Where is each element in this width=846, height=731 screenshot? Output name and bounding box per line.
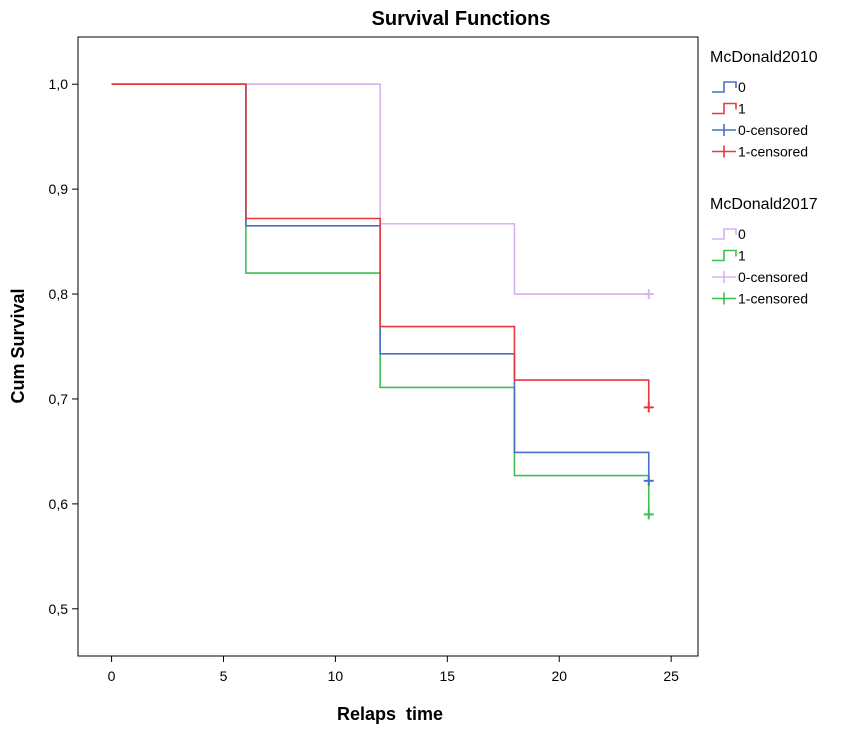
legend-label: 0 xyxy=(738,79,746,95)
legend-label: 0 xyxy=(738,226,746,242)
censor-mark-mcdonald2010-1 xyxy=(643,402,654,413)
legend-censor-icon xyxy=(712,124,736,136)
legend-step-icon xyxy=(712,228,737,240)
legend-label: 1-censored xyxy=(738,291,808,307)
legend-censor-icon xyxy=(712,271,736,283)
legend-label: 1-censored xyxy=(738,144,808,160)
x-tick-label: 10 xyxy=(328,668,344,684)
y-tick-label: 1,0 xyxy=(49,76,69,92)
legend-censor-icon xyxy=(712,145,736,158)
x-tick-label: 20 xyxy=(551,668,567,684)
legend-label: 0-censored xyxy=(738,269,808,285)
legend-step-icon xyxy=(712,102,737,115)
legend: McDonald2010 0 1 0-censored 1-censored McDona… xyxy=(710,49,818,307)
survival-line-mcdonald2010-1 xyxy=(111,83,650,408)
legend-censor-icon xyxy=(712,292,736,305)
legend-label: 1 xyxy=(738,101,746,117)
series-layer xyxy=(111,83,654,520)
x-tick-label: 5 xyxy=(220,668,228,684)
x-axis-title: Relaps time xyxy=(337,704,443,724)
y-tick-label: 0,9 xyxy=(49,181,69,197)
censor-mark-mcdonald2010-0 xyxy=(643,475,654,486)
censor-mark-mcdonald2017-1 xyxy=(643,509,654,520)
chart-title: Survival Functions xyxy=(372,8,551,30)
legend-label: 1 xyxy=(738,248,746,264)
y-axis: 0,5 0,6 0,7 0,8 0,9 1,0 xyxy=(49,76,78,617)
plot-frame xyxy=(77,36,699,657)
y-tick-label: 0,8 xyxy=(49,286,69,302)
legend-label: 0-censored xyxy=(738,122,808,138)
y-tick-label: 0,6 xyxy=(49,496,69,512)
y-tick-label: 0,5 xyxy=(49,601,69,617)
censor-mark-mcdonald2017-0 xyxy=(643,289,654,300)
x-axis: 0 5 10 15 20 25 xyxy=(108,656,679,684)
legend-step-icon xyxy=(712,249,737,262)
y-axis-title: Cum Survival xyxy=(8,288,28,403)
x-tick-label: 25 xyxy=(663,668,679,684)
legend-group-title: McDonald2010 xyxy=(710,49,818,66)
x-tick-label: 0 xyxy=(108,668,116,684)
legend-step-icon xyxy=(712,81,737,93)
y-tick-label: 0,7 xyxy=(49,391,69,407)
legend-group-title: McDonald2017 xyxy=(710,196,818,213)
x-tick-label: 15 xyxy=(440,668,456,684)
survival-line-mcdonald2017-0 xyxy=(111,83,649,295)
